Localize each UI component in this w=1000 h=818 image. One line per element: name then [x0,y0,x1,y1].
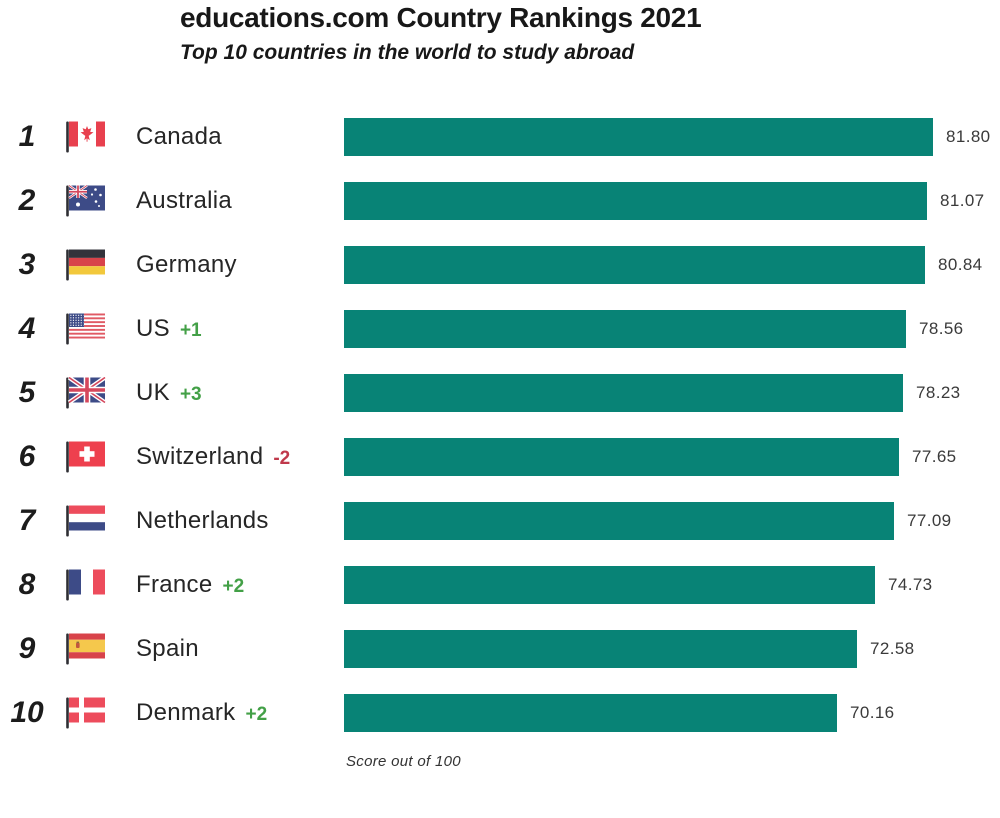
chart-header: educations.com Country Rankings 2021 Top… [0,0,1000,65]
bar-area: 81.07 [344,182,1000,220]
country-cell: Spain [136,635,344,663]
score-value: 77.65 [912,447,957,466]
ranking-row: 5 UK +3 78.23 [0,361,1000,425]
flag-uk-icon [66,377,120,409]
rank-change-badge: +2 [222,576,245,597]
bar-area: 74.73 [344,566,1000,604]
bar-area: 78.56 [344,310,1000,348]
score-bar [344,694,837,732]
flag-spain-icon [66,633,120,665]
score-value: 81.80 [946,127,991,146]
score-bar [344,502,894,540]
score-value: 74.73 [888,575,933,594]
rank-number: 3 [18,248,36,281]
page-subtitle: Top 10 countries in the world to study a… [180,41,635,64]
bar-area: 77.09 [344,502,1000,540]
rank-change-badge: +3 [179,384,202,405]
score-bar [344,118,933,156]
country-name: UK [136,379,170,406]
country-name: France [136,571,213,598]
score-bar [344,182,927,220]
rank-number: 1 [18,120,36,153]
score-footnote: Score out of 100 [346,753,461,770]
country-cell: Germany [136,251,344,279]
flag-france-icon [66,569,120,601]
country-name: Canada [136,123,222,150]
country-name: Switzerland [136,443,264,470]
ranking-row: 8 France +2 74.73 [0,553,1000,617]
rank-number: 9 [18,632,36,665]
rank-change-badge: +2 [245,704,268,725]
ranking-row: 10 Denmark +2 70.16 [0,681,1000,745]
bar-area: 78.23 [344,374,1000,412]
bar-area: 80.84 [344,246,1000,284]
ranking-row: 9 Spain 72.58 [0,617,1000,681]
page-title: educations.com Country Rankings 2021 [180,2,702,33]
ranking-row: 2 Australia 81.07 [0,169,1000,233]
ranking-row: 1 Canada 81.80 [0,105,1000,169]
country-name: Germany [136,251,237,278]
country-cell: UK +3 [136,379,344,407]
country-cell: Denmark +2 [136,699,344,727]
country-name: Spain [136,635,199,662]
score-bar [344,438,899,476]
bar-area: 70.16 [344,694,1000,732]
score-value: 80.84 [938,255,983,274]
rank-change-badge: -2 [273,448,291,469]
score-value: 72.58 [870,639,915,658]
country-cell: Netherlands [136,507,344,535]
rank-number: 4 [18,312,36,345]
rank-number: 7 [18,504,36,537]
score-bar [344,246,925,284]
score-value: 81.07 [940,191,985,210]
bar-area: 81.80 [344,118,1000,156]
ranking-row: 6 Switzerland -2 77.65 [0,425,1000,489]
rank-number: 5 [18,376,36,409]
country-name: Netherlands [136,507,269,534]
rank-number: 6 [18,440,36,473]
rank-number: 10 [10,696,44,729]
country-cell: France +2 [136,571,344,599]
score-bar [344,566,875,604]
flag-canada-icon [66,121,120,153]
score-bar [344,630,857,668]
bar-area: 77.65 [344,438,1000,476]
score-bar [344,374,903,412]
rank-change-badge: +1 [179,320,202,341]
rank-number: 2 [18,184,36,217]
score-value: 77.09 [907,511,952,530]
ranking-row: 3 Germany 80.84 [0,233,1000,297]
flag-us-icon [66,313,120,345]
flag-denmark-icon [66,697,120,729]
country-cell: Switzerland -2 [136,443,344,471]
flag-netherlands-icon [66,505,120,537]
score-value: 70.16 [850,703,895,722]
country-name: Australia [136,187,233,214]
flag-australia-icon [66,185,120,217]
flag-germany-icon [66,249,120,281]
country-cell: Australia [136,187,344,215]
country-name: US [136,315,170,342]
score-value: 78.56 [919,319,964,338]
bar-area: 72.58 [344,630,1000,668]
score-value: 78.23 [916,383,961,402]
country-name: Denmark [136,699,236,726]
country-cell: Canada [136,123,344,151]
ranking-list: 1 Canada 81.80 2 Australia 81.07 3 Germa… [0,105,1000,745]
ranking-row: 4 US +1 78.56 [0,297,1000,361]
score-bar [344,310,906,348]
ranking-row: 7 Netherlands 77.09 [0,489,1000,553]
country-cell: US +1 [136,315,344,343]
flag-switzerland-icon [66,441,120,473]
rank-number: 8 [18,568,36,601]
